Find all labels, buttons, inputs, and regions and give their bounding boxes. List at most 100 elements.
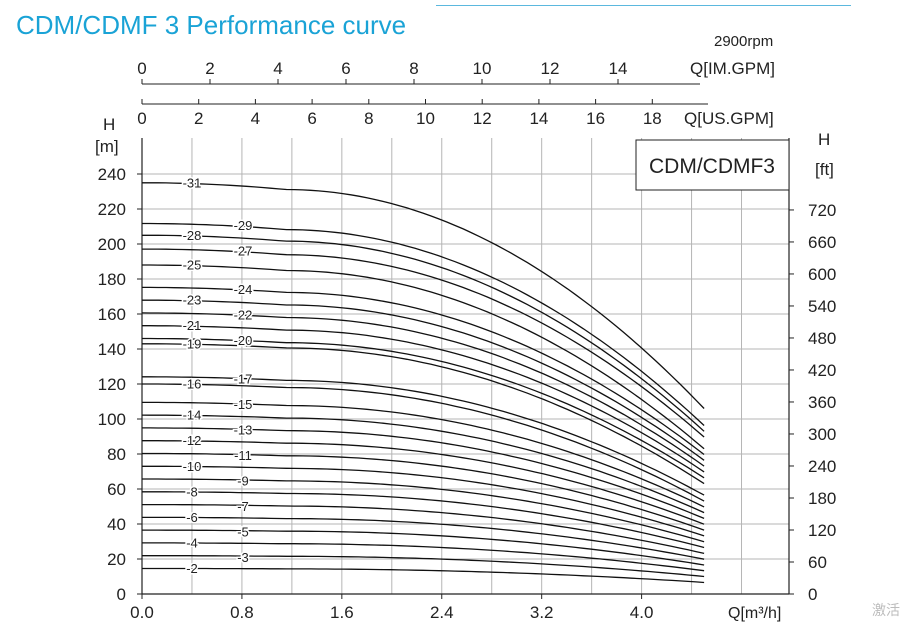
y-tick-label-left: 160: [98, 305, 126, 324]
watermark-text: 激活: [872, 603, 900, 619]
us-gpm-tick-label: 16: [586, 109, 605, 128]
us-gpm-tick-label: 18: [643, 109, 662, 128]
curve-label: -28: [183, 228, 202, 243]
y-tick-label-left: 180: [98, 270, 126, 289]
performance-curve: [142, 503, 705, 555]
curve-label: -13: [234, 422, 253, 437]
y-tick-label-right: 300: [808, 425, 836, 444]
curve-label: -10: [183, 459, 202, 474]
performance-curve: [142, 452, 705, 531]
y-tick-label-right: 480: [808, 329, 836, 348]
y-axis-unit-left: [m]: [95, 137, 119, 156]
performance-curve: [142, 376, 705, 496]
us-gpm-tick-label: 0: [137, 109, 146, 128]
curve-label: -4: [186, 535, 198, 550]
curve-label: -11: [234, 448, 252, 463]
performance-curve: [142, 491, 705, 549]
y-tick-label-right: 660: [808, 233, 836, 252]
im-gpm-tick-label: 8: [409, 59, 418, 78]
performance-curve: [142, 440, 705, 525]
model-label: CDM/CDMF3: [649, 155, 775, 178]
y-axis-unit-right: [ft]: [815, 160, 834, 179]
speed-label: 2900rpm: [714, 33, 773, 50]
performance-curve: [142, 542, 705, 572]
curve-label: -6: [186, 510, 198, 525]
us-gpm-tick-label: 14: [529, 109, 548, 128]
performance-curve: [142, 264, 705, 450]
performance-curve: [142, 248, 705, 438]
curve-label: -16: [183, 377, 202, 392]
y-tick-label-right: 420: [808, 361, 836, 380]
performance-curve: [142, 465, 705, 537]
performance-curve: [142, 337, 705, 479]
performance-curve: [142, 234, 705, 432]
model-box: [635, 139, 790, 191]
im-gpm-tick-label: 2: [205, 59, 214, 78]
y-tick-label-left: 0: [117, 585, 126, 604]
curve-label: -17: [234, 371, 253, 386]
us-gpm-tick-label: 8: [364, 109, 373, 128]
y-tick-label-right: 240: [808, 457, 836, 476]
us-gpm-tick-label: 2: [194, 109, 203, 128]
x-tick-label: 2.4: [430, 603, 454, 622]
y-tick-label-right: 60: [808, 553, 827, 572]
y-tick-label-right: 360: [808, 393, 836, 412]
y-tick-label-right: 720: [808, 201, 836, 220]
curve-label: -8: [186, 484, 198, 499]
performance-curve: [142, 182, 705, 409]
performance-curve: [141, 312, 705, 467]
y-tick-label-left: 200: [98, 235, 126, 254]
performance-curve: [142, 325, 705, 473]
im-gpm-tick-label: 10: [473, 59, 492, 78]
curve-label: -27: [234, 244, 253, 259]
y-tick-label-right: 600: [808, 265, 836, 284]
curve-label: -25: [183, 258, 202, 273]
curve-label: -9: [237, 474, 249, 489]
performance-curve: [142, 555, 705, 578]
y-axis-label-right: H: [818, 130, 830, 149]
x-tick-label: 4.0: [630, 603, 654, 622]
curve-label: -14: [183, 408, 202, 423]
im-gpm-axis-label: Q[IM.GPM]: [690, 59, 775, 78]
y-tick-label-left: 40: [107, 515, 126, 534]
performance-curve: [142, 478, 705, 543]
performance-curve: [142, 401, 705, 508]
curve-label: -3: [237, 550, 249, 565]
y-tick-label-left: 20: [107, 550, 126, 569]
y-axis-label-left: H: [103, 115, 115, 134]
curve-label: -2: [186, 561, 198, 576]
curve-label: -15: [234, 397, 253, 412]
curve-label: -19: [183, 336, 202, 351]
x-axis-label: Q[m³/h]: [728, 605, 781, 622]
x-tick-label: 0.8: [230, 603, 254, 622]
y-tick-label-right: 540: [808, 297, 836, 316]
us-gpm-tick-label: 12: [473, 109, 492, 128]
y-tick-label-right: 120: [808, 521, 836, 540]
im-gpm-tick-label: 4: [273, 59, 282, 78]
performance-curve: [142, 222, 705, 426]
y-tick-label-left: 240: [98, 165, 126, 184]
y-tick-label-left: 80: [107, 445, 126, 464]
axes: 020406080100120140160180200220240H[m]060…: [95, 59, 836, 622]
y-tick-label-left: 120: [98, 375, 126, 394]
curve-label: -7: [237, 499, 249, 514]
performance-curve: [142, 299, 705, 461]
us-gpm-tick-label: 10: [416, 109, 435, 128]
performance-curve: [142, 567, 705, 584]
curve-label: -22: [234, 307, 253, 322]
y-tick-label-left: 100: [98, 410, 126, 429]
curve-label: -20: [234, 333, 253, 348]
y-tick-label-right: 180: [808, 489, 836, 508]
x-tick-label: 3.2: [530, 603, 554, 622]
im-gpm-tick-label: 0: [137, 59, 146, 78]
performance-curve: [142, 529, 705, 566]
curve-labels: -2 -3 -4 -5 -6 -7 -8 -9 -10 -11 -12 -13 -14 -15 -16 -17…: [181, 174, 254, 578]
im-gpm-tick-label: 12: [541, 59, 560, 78]
curve-label: -31: [183, 175, 202, 190]
curve-label: -23: [183, 293, 202, 308]
x-tick-label: 0.0: [130, 603, 154, 622]
y-tick-label-right: 0: [808, 585, 817, 604]
us-gpm-tick-label: 6: [307, 109, 316, 128]
curve-label: -29: [234, 218, 253, 233]
